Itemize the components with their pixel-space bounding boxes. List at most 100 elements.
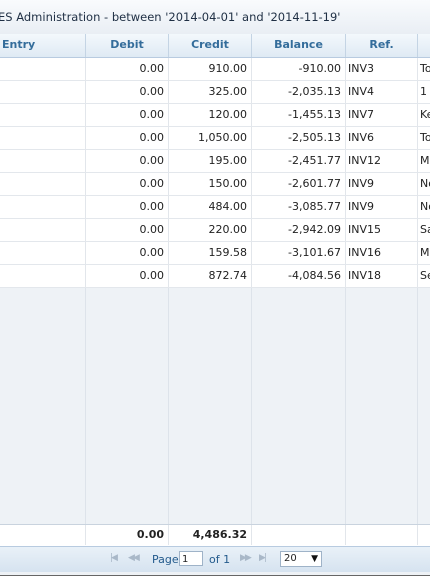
summary-row: 0.00 4,486.32 <box>0 524 430 547</box>
cell-entry <box>0 196 86 218</box>
summary-ref <box>346 525 418 545</box>
cell-ref: INV16 <box>346 242 418 264</box>
cell-debit: 0.00 <box>86 173 169 195</box>
grid-body: 0.00 910.00 -910.00 INV3 To 0.00 325.00 … <box>0 58 430 288</box>
cell-balance: -4,084.56 <box>252 265 346 287</box>
cell-debit: 0.00 <box>86 58 169 80</box>
prev-page-icon[interactable]: ◀◀ <box>128 553 140 563</box>
cell-balance: -2,942.09 <box>252 219 346 241</box>
cell-balance: -2,601.77 <box>252 173 346 195</box>
page-label: Page <box>152 553 179 566</box>
cell-description: Ke <box>420 108 430 121</box>
cell-ref: INV9 <box>346 173 418 195</box>
first-page-icon[interactable]: |◀ <box>110 553 118 563</box>
column-header-ref[interactable]: Ref. <box>346 34 418 57</box>
cell-credit: 910.00 <box>169 58 252 80</box>
summary-balance <box>252 525 346 545</box>
table-row[interactable]: 0.00 872.74 -4,084.56 INV18 Se <box>0 265 430 288</box>
cell-description: 1 <box>420 85 427 98</box>
cell-credit: 220.00 <box>169 219 252 241</box>
cell-debit: 0.00 <box>86 81 169 103</box>
cell-ref: INV12 <box>346 150 418 172</box>
cell-ref: INV4 <box>346 81 418 103</box>
column-divider <box>345 288 346 524</box>
cell-ref: INV3 <box>346 58 418 80</box>
cell-credit: 872.74 <box>169 265 252 287</box>
cell-debit: 0.00 <box>86 219 169 241</box>
cell-balance: -2,451.77 <box>252 150 346 172</box>
table-row[interactable]: 0.00 120.00 -1,455.13 INV7 Ke <box>0 104 430 127</box>
table-row[interactable]: 0.00 484.00 -3,085.77 INV9 No <box>0 196 430 219</box>
table-row[interactable]: 0.00 325.00 -2,035.13 INV4 1 <box>0 81 430 104</box>
column-header-description[interactable] <box>418 34 430 57</box>
cell-debit: 0.00 <box>86 150 169 172</box>
column-divider <box>168 288 169 524</box>
column-divider <box>85 288 86 524</box>
table-row[interactable]: 0.00 159.58 -3,101.67 INV16 M <box>0 242 430 265</box>
cell-balance: -1,455.13 <box>252 104 346 126</box>
cell-debit: 0.00 <box>86 196 169 218</box>
cell-description: Sa <box>420 223 430 236</box>
cell-entry <box>0 58 86 80</box>
cell-balance: -910.00 <box>252 58 346 80</box>
cell-entry <box>0 81 86 103</box>
cell-balance: -3,101.67 <box>252 242 346 264</box>
cell-ref: INV6 <box>346 127 418 149</box>
cell-debit: 0.00 <box>86 127 169 149</box>
cell-entry <box>0 150 86 172</box>
column-header-debit[interactable]: Debit <box>86 34 169 57</box>
summary-description <box>418 525 430 545</box>
cell-credit: 325.00 <box>169 81 252 103</box>
grid-empty-area <box>0 288 430 524</box>
cell-description: To <box>420 62 430 75</box>
page-size-value: 20 <box>284 553 297 564</box>
page-size-select[interactable]: 20 ▼ <box>280 551 322 567</box>
column-header-balance[interactable]: Balance <box>252 34 346 57</box>
page-count-label: of 1 <box>209 553 231 566</box>
summary-debit-total: 0.00 <box>86 525 169 545</box>
table-row[interactable]: 0.00 910.00 -910.00 INV3 To <box>0 58 430 81</box>
cell-balance: -2,035.13 <box>252 81 346 103</box>
column-header-credit[interactable]: Credit <box>169 34 252 57</box>
table-row[interactable]: 0.00 220.00 -2,942.09 INV15 Sa <box>0 219 430 242</box>
column-divider <box>417 288 418 524</box>
window-titlebar[interactable]: ES Administration - between '2014-04-01'… <box>0 0 430 35</box>
next-page-icon[interactable]: ▶▶ <box>240 553 252 563</box>
cell-ref: INV9 <box>346 196 418 218</box>
last-page-icon[interactable]: ▶| <box>259 553 267 563</box>
cell-description: No <box>420 200 430 213</box>
cell-debit: 0.00 <box>86 104 169 126</box>
cell-ref: INV18 <box>346 265 418 287</box>
cell-balance: -3,085.77 <box>252 196 346 218</box>
cell-ref: INV15 <box>346 219 418 241</box>
cell-entry <box>0 173 86 195</box>
summary-entry <box>0 525 86 545</box>
summary-credit-total: 4,486.32 <box>169 525 252 545</box>
cell-credit: 159.58 <box>169 242 252 264</box>
cell-entry <box>0 127 86 149</box>
page-number-input[interactable]: 1 <box>179 551 203 566</box>
cell-description: To <box>420 131 430 144</box>
cell-entry <box>0 242 86 264</box>
window-title: ES Administration - between '2014-04-01'… <box>0 10 341 24</box>
table-row[interactable]: 0.00 195.00 -2,451.77 INV12 M <box>0 150 430 173</box>
cell-entry <box>0 219 86 241</box>
grid-header: Entry Debit Credit Balance Ref. <box>0 34 430 58</box>
chevron-down-icon: ▼ <box>311 554 318 564</box>
cell-credit: 484.00 <box>169 196 252 218</box>
column-header-entry[interactable]: Entry <box>0 34 86 57</box>
paging-toolbar: |◀ ◀◀ Page 1 of 1 ▶▶ ▶| 20 ▼ <box>0 546 430 572</box>
cell-credit: 1,050.00 <box>169 127 252 149</box>
cell-credit: 120.00 <box>169 104 252 126</box>
column-divider <box>251 288 252 524</box>
cell-debit: 0.00 <box>86 265 169 287</box>
table-row[interactable]: 0.00 150.00 -2,601.77 INV9 No <box>0 173 430 196</box>
cell-credit: 150.00 <box>169 173 252 195</box>
table-row[interactable]: 0.00 1,050.00 -2,505.13 INV6 To <box>0 127 430 150</box>
cell-description: M <box>420 154 430 167</box>
cell-description: No <box>420 177 430 190</box>
cell-entry <box>0 104 86 126</box>
cell-entry <box>0 265 86 287</box>
cell-ref: INV7 <box>346 104 418 126</box>
